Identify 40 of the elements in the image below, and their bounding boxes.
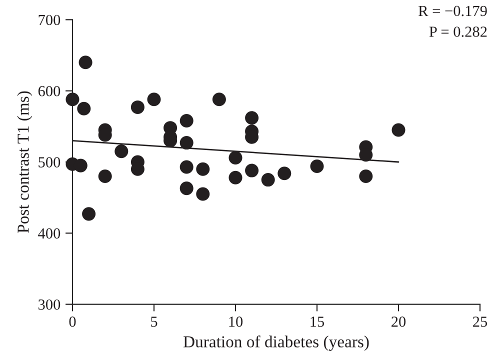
point (228, 150, 242, 164)
point (261, 173, 275, 187)
x-tick-label: 20 (392, 316, 406, 327)
point (180, 160, 194, 174)
point (98, 169, 112, 183)
point (245, 164, 259, 178)
point (78, 56, 92, 70)
point (392, 123, 406, 137)
point (130, 100, 144, 114)
point (180, 136, 194, 150)
point (359, 169, 373, 183)
point (310, 159, 324, 174)
point (180, 182, 194, 196)
point (180, 114, 194, 128)
x-tick-label: 25 (473, 316, 488, 327)
point (74, 158, 88, 172)
point (245, 111, 259, 125)
annotation: P = 0.282 (429, 26, 487, 37)
y-tick-label: 700 (38, 14, 60, 26)
y-tick-label: 500 (38, 157, 60, 168)
point (212, 92, 226, 106)
text: R = −0.179 (418, 6, 487, 16)
x-tick-label: 0 (69, 316, 76, 327)
y-axis-title: Post contrast T1 (ms) (17, 91, 32, 233)
y-tick-label: 400 (38, 228, 60, 239)
x-tick-label: 5 (151, 316, 158, 327)
y-tick-label: 300 (38, 299, 60, 310)
y-tick-label: 600 (38, 86, 60, 96)
point (278, 166, 292, 180)
x-tick-label: 10 (229, 316, 243, 327)
point (147, 92, 161, 106)
x-tick-label: 15 (310, 316, 324, 327)
point (77, 102, 91, 116)
point (228, 170, 242, 184)
point (66, 92, 80, 106)
x-axis-title: Duration of diabetes (years) (183, 336, 369, 351)
point (196, 162, 210, 176)
point (196, 187, 210, 201)
point (114, 144, 128, 158)
point (82, 207, 96, 221)
